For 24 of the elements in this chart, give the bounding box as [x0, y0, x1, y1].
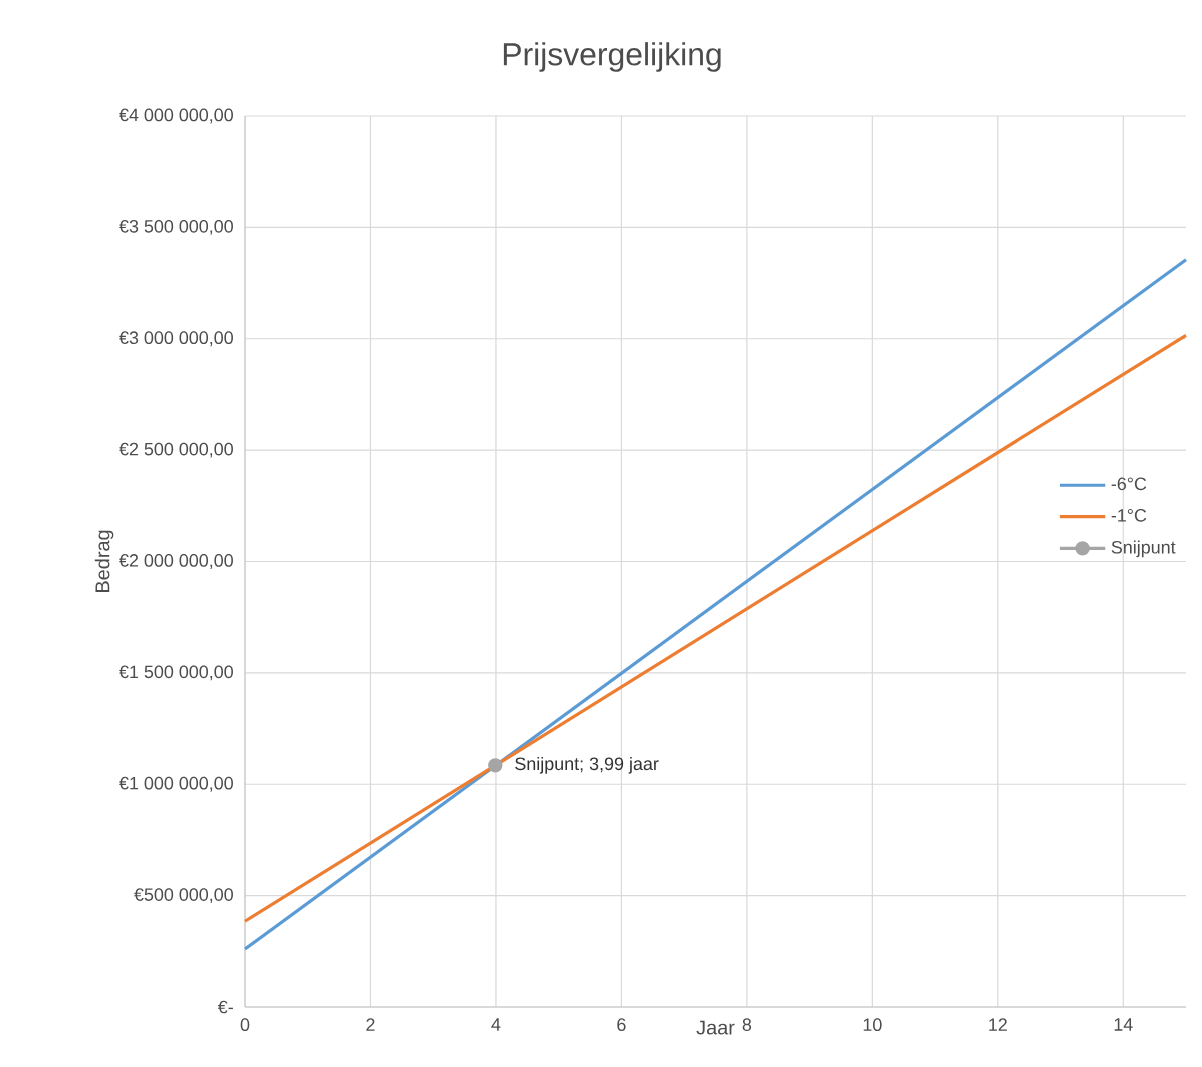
- y-tick-label: €2 000 000,00: [119, 554, 233, 569]
- x-tick-label: 6: [617, 1018, 626, 1031]
- x-tick-label: 4: [491, 1018, 501, 1031]
- x-tick-label: 10: [863, 1018, 882, 1031]
- y-tick-label: €3 500 000,00: [119, 219, 233, 235]
- x-tick-label: 14: [1114, 1018, 1133, 1031]
- y-tick-label: €1 000 000,00: [119, 776, 233, 792]
- x-tick-label: 8: [742, 1018, 752, 1031]
- y-tick-label: €3 000 000,00: [119, 331, 233, 347]
- x-tick-label: 0: [240, 1018, 250, 1031]
- annotation: Snijpunt; 3,99 jaar: [515, 756, 659, 774]
- x-tick-label: 2: [366, 1018, 375, 1031]
- y-tick-label: €1 500 000,00: [119, 665, 233, 681]
- y-tick-label: €500 000,00: [134, 888, 233, 904]
- legend-label: Snijpunt: [1111, 540, 1176, 558]
- x-tick-label: 12: [989, 1018, 1007, 1031]
- x-axis-title: Jaar: [696, 1020, 735, 1035]
- y-tick-label: €-: [217, 1000, 233, 1014]
- legend-label: -6°C: [1111, 477, 1147, 491]
- y-tick-label: €4 000 000,00: [119, 108, 233, 124]
- y-tick-label: €2 500 000,00: [119, 442, 233, 458]
- chart-title: Prijsvergelijking: [503, 42, 721, 72]
- y-axis-title: Bedrag: [94, 530, 114, 592]
- legend-label: -1°C: [1111, 508, 1147, 522]
